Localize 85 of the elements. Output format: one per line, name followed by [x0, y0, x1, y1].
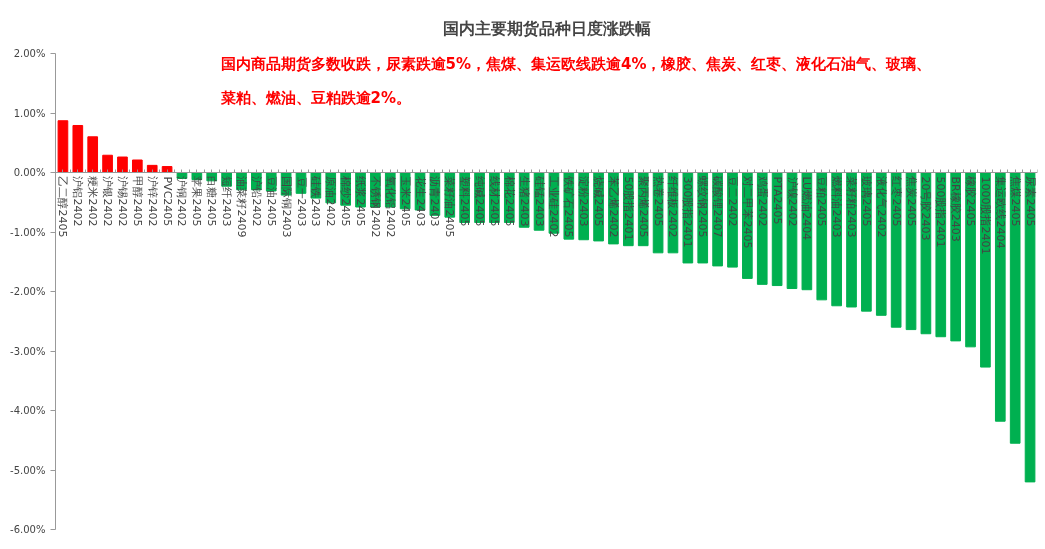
bar [117, 156, 128, 173]
bar [87, 136, 99, 173]
x-tick-label: 尿素2405 [1023, 176, 1037, 227]
x-tick-label: 粳米2402 [86, 176, 100, 227]
y-tick-label: 1.00% [13, 107, 46, 119]
x-tick-label: 碳酸锂2407 [711, 175, 725, 238]
x-tick-label: 豆二2402 [725, 176, 739, 227]
x-tick-label: 沪银2402 [101, 176, 115, 227]
x-tick-label: 液化气2402 [874, 176, 888, 238]
y-tick-label: 2.00% [13, 48, 46, 59]
x-tick-label: 300股指2401 [681, 176, 695, 248]
x-tick-label: 集运欧线2404 [993, 176, 1007, 249]
x-tick-label: 花生2403 [413, 176, 427, 227]
x-tick-label: 苯乙烯2402 [606, 176, 620, 238]
x-tick-label: 燃料油2403 [830, 176, 844, 238]
bar [102, 154, 113, 173]
x-tick-label: 生猪2403 [517, 176, 531, 227]
x-tick-label: 500股指2401 [934, 176, 948, 248]
bar [1024, 172, 1036, 483]
x-tick-label: 烧碱2405 [592, 176, 606, 227]
x-tick-label: 鸡蛋2402 [755, 175, 769, 227]
x-tick-label: 棉花2405 [502, 176, 516, 227]
x-tick-label: 菜籽油2405 [443, 176, 457, 238]
x-tick-label: 螺纹钢2405 [696, 176, 710, 238]
y-tick-label: -4.00% [10, 405, 46, 416]
bar [72, 125, 84, 173]
x-tick-label: 沥青2403 [428, 176, 442, 227]
y-tick-label: -3.00% [10, 345, 46, 357]
x-tick-label: 苹果2405 [190, 176, 204, 227]
x-tick-label: 沪铅2402 [249, 176, 263, 227]
x-tick-label: 豆一2403 [294, 176, 308, 227]
x-tick-label: 铁矿石2405 [562, 175, 576, 238]
bar [132, 159, 143, 173]
x-tick-label: 甲醇2405 [130, 176, 144, 227]
x-tick-label: 棉纱2405 [339, 176, 353, 227]
x-tick-label: 线材2405 [487, 176, 501, 227]
x-tick-label: 硅铁2403 [309, 175, 323, 227]
x-tick-label: 纤维板2402 [666, 176, 680, 238]
x-tick-label: 纯碱2405 [473, 176, 487, 227]
x-tick-label: 油菜籽2409 [234, 176, 248, 238]
y-tick-label: 0.00% [13, 167, 46, 178]
x-tick-label: 不锈钢2402 [368, 176, 382, 238]
x-tick-label: 沪镍2402 [785, 176, 799, 227]
bar [57, 120, 69, 173]
x-tick-label: PTA2405 [770, 176, 784, 225]
x-tick-label: 氧化铝2402 [383, 176, 397, 238]
x-tick-label: 沪铝2402 [71, 176, 85, 227]
x-tick-label: 橡胶2405 [964, 176, 978, 227]
chart-title: 国内主要期货品种日度涨跌幅 [442, 18, 651, 38]
x-tick-label: 菜籽粕2403 [845, 176, 859, 238]
annotation: 国内商品期货多数收跌，尿素跌逾5%，焦煤、集运欧线跌逾4%，橡胶、焦炭、红枣、液化石油气、玻璃、菜粕、燃油、豆粕跌逾2%。 [219, 54, 932, 107]
x-tick-label: 纸浆2405 [354, 176, 368, 227]
y-tick-label: -2.00% [10, 286, 46, 297]
x-tick-label: 红枣2405 [889, 176, 903, 227]
x-tick-label: 工业硅2402 [547, 176, 561, 238]
x-tick-label: 热卷2405 [651, 176, 665, 227]
x-tick-label: LU燃油2404 [800, 176, 814, 241]
x-tick-label: 国际铜2403 [279, 176, 293, 238]
x-tick-label: 白糖2405 [205, 176, 219, 227]
bar [1009, 172, 1021, 444]
x-tick-label: 豆粕2405 [815, 176, 829, 227]
x-tick-label: 焦炭2405 [904, 176, 918, 227]
x-tick-label: 50股指2401 [621, 176, 635, 241]
x-tick-label: 硅锰2403 [532, 175, 546, 227]
x-tick-label: 沪锡2402 [115, 176, 129, 227]
x-tick-label: 玻璃2405 [859, 176, 873, 227]
y-tick-label: -6.00% [10, 524, 46, 535]
x-tick-label: 聚丙烯2405 [636, 176, 650, 238]
x-tick-label: 淀粉2403 [577, 176, 591, 227]
x-tick-label: 沪锌2402 [145, 176, 159, 227]
x-tick-label: BR橡胶2403 [949, 176, 963, 242]
x-tick-label: 原油2402 [324, 176, 338, 227]
x-tick-label: 对二甲苯2405 [740, 176, 754, 249]
x-tick-label: 沪铜2402 [175, 176, 189, 227]
x-tick-label: 焦煤2405 [1008, 176, 1022, 227]
x-tick-label: 乙二醇2405 [56, 176, 70, 238]
x-tick-label: 1000股指2401 [978, 176, 992, 255]
x-tick-label: 短纤2403 [220, 176, 234, 227]
x-tick-label: 豆油2405 [264, 176, 278, 227]
x-tick-label: 玉米2405 [398, 176, 412, 227]
x-tick-label: 20号胶2403 [919, 176, 933, 241]
y-tick-label: -5.00% [10, 464, 46, 476]
x-tick-label: PVC2405 [160, 176, 174, 227]
y-tick-label: -1.00% [10, 226, 46, 238]
x-tick-label: 塑料2405 [458, 176, 472, 227]
